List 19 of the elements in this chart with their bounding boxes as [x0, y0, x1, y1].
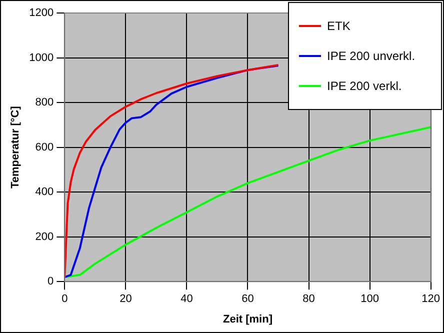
x-tick-label: 20	[120, 293, 132, 306]
y-tick-label: 0	[48, 276, 54, 288]
x-tick-label: 120	[422, 293, 440, 306]
x-tick-label: 100	[360, 293, 379, 306]
legend-label: IPE 200 verkl.	[326, 78, 403, 95]
legend-label: ETK	[326, 18, 352, 35]
y-tick-label: 600	[35, 141, 54, 154]
legend-label: IPE 200 unverkl.	[326, 48, 416, 65]
y-tick-label: 200	[35, 230, 54, 243]
x-tick-label: 40	[180, 293, 193, 306]
y-axis-title: Temperatur [°C]	[10, 106, 22, 189]
x-tick-label: 60	[242, 293, 254, 306]
y-tick-label: 1200	[29, 7, 54, 20]
x-tick-label: 80	[302, 293, 315, 306]
y-tick-label: 800	[35, 96, 54, 109]
y-tick-label: 400	[35, 186, 54, 198]
y-tick-label: 1000	[29, 52, 54, 64]
x-axis-title: Zeit [min]	[222, 313, 273, 326]
x-tick-label: 0	[62, 293, 68, 306]
